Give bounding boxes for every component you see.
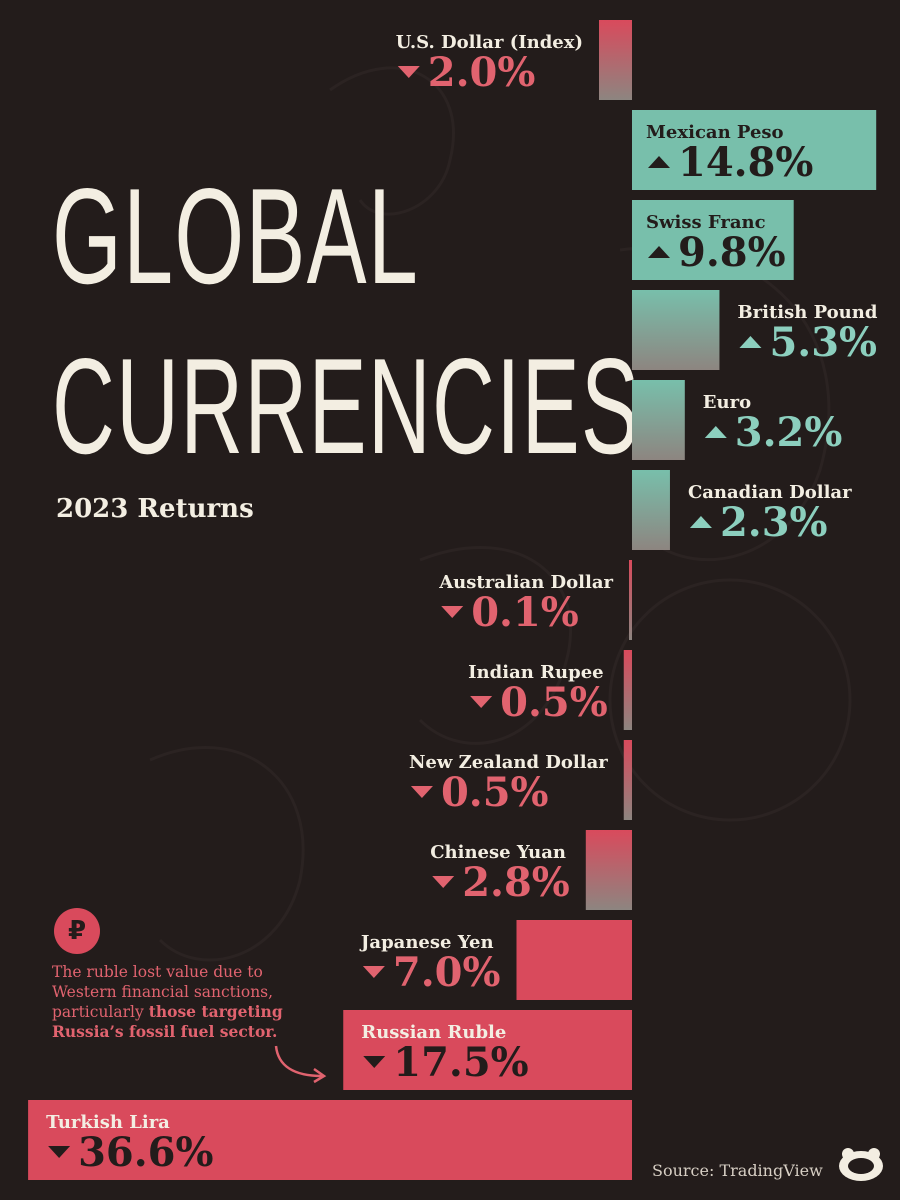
bar-canadian-dollar bbox=[632, 470, 670, 550]
value-euro: 3.2% bbox=[735, 409, 843, 456]
triangle-down-icon-chinese-yuan bbox=[432, 876, 455, 888]
ruble-note-text: The ruble lost value due to Western fina… bbox=[52, 962, 322, 1042]
value-indian-rupee: 0.5% bbox=[500, 679, 608, 726]
label-mexican-peso: Mexican Peso bbox=[646, 122, 784, 143]
triangle-down-icon-turkish-lira bbox=[48, 1146, 71, 1158]
bar-indian-rupee bbox=[623, 650, 632, 730]
bar-u-s-dollar-index bbox=[599, 20, 632, 100]
label-russian-ruble: Russian Ruble bbox=[361, 1022, 506, 1043]
value-turkish-lira: 36.6% bbox=[78, 1129, 213, 1176]
triangle-up-icon-british-pound bbox=[739, 336, 762, 348]
bar-russian-ruble bbox=[343, 1010, 632, 1090]
curved-arrow-icon bbox=[274, 1045, 327, 1084]
title-line-2: CURRENCIES: bbox=[52, 330, 666, 482]
bar-australian-dollar bbox=[629, 560, 632, 640]
title-line-1: GLOBAL bbox=[52, 160, 420, 312]
bar-turkish-lira bbox=[28, 1100, 633, 1180]
label-british-pound: British Pound bbox=[737, 302, 877, 323]
visual-capitalist-logo-icon bbox=[839, 1148, 883, 1181]
ruble-note-text-bold: those targeting Russia’s fossil fuel sec… bbox=[52, 1002, 283, 1041]
bar-mexican-peso bbox=[632, 110, 877, 190]
label-indian-rupee: Indian Rupee bbox=[468, 662, 603, 683]
value-british-pound: 5.3% bbox=[769, 319, 877, 366]
triangle-down-icon-new-zealand-dollar bbox=[410, 786, 433, 798]
triangle-down-icon-u-s-dollar-index bbox=[397, 66, 420, 78]
source-label: Source: TradingView bbox=[652, 1161, 823, 1180]
value-swiss-franc: 9.8% bbox=[678, 229, 786, 276]
value-chinese-yuan: 2.8% bbox=[462, 859, 570, 906]
bar-chinese-yuan bbox=[585, 830, 632, 910]
triangle-down-icon-australian-dollar bbox=[441, 606, 464, 618]
bar-euro bbox=[632, 380, 685, 460]
label-u-s-dollar-index: U.S. Dollar (Index) bbox=[396, 32, 583, 53]
triangle-down-icon-russian-ruble bbox=[363, 1056, 386, 1068]
ruble-note-text-plain: The ruble lost value due to Western fina… bbox=[52, 963, 274, 1021]
triangle-down-icon-japanese-yen bbox=[362, 966, 385, 978]
bar-swiss-franc bbox=[632, 200, 794, 280]
label-turkish-lira: Turkish Lira bbox=[46, 1112, 170, 1133]
ruble-icon: ₽ bbox=[54, 908, 100, 954]
ruble-note: ₽ The ruble lost value due to Western fi… bbox=[52, 908, 322, 1042]
triangle-up-icon-canadian-dollar bbox=[689, 516, 712, 528]
label-chinese-yuan: Chinese Yuan bbox=[430, 842, 566, 863]
value-australian-dollar: 0.1% bbox=[471, 589, 579, 636]
label-japanese-yen: Japanese Yen bbox=[359, 932, 494, 953]
label-new-zealand-dollar: New Zealand Dollar bbox=[409, 752, 608, 773]
bar-japanese-yen bbox=[516, 920, 632, 1000]
value-new-zealand-dollar: 0.5% bbox=[441, 769, 549, 816]
triangle-down-icon-indian-rupee bbox=[470, 696, 493, 708]
value-mexican-peso: 14.8% bbox=[678, 139, 813, 186]
triangle-up-icon-mexican-peso bbox=[648, 156, 670, 168]
bar-british-pound bbox=[632, 290, 720, 370]
subtitle: 2023 Returns bbox=[56, 494, 254, 524]
value-russian-ruble: 17.5% bbox=[393, 1039, 528, 1086]
label-swiss-franc: Swiss Franc bbox=[646, 212, 766, 233]
label-australian-dollar: Australian Dollar bbox=[438, 572, 613, 593]
triangle-up-icon-swiss-franc bbox=[648, 246, 670, 258]
value-japanese-yen: 7.0% bbox=[393, 949, 501, 996]
triangle-up-icon-euro bbox=[704, 426, 727, 438]
label-canadian-dollar: Canadian Dollar bbox=[688, 482, 852, 503]
label-euro: Euro bbox=[703, 392, 751, 413]
value-canadian-dollar: 2.3% bbox=[720, 499, 828, 546]
value-u-s-dollar-index: 2.0% bbox=[428, 49, 536, 96]
bar-new-zealand-dollar bbox=[623, 740, 632, 820]
